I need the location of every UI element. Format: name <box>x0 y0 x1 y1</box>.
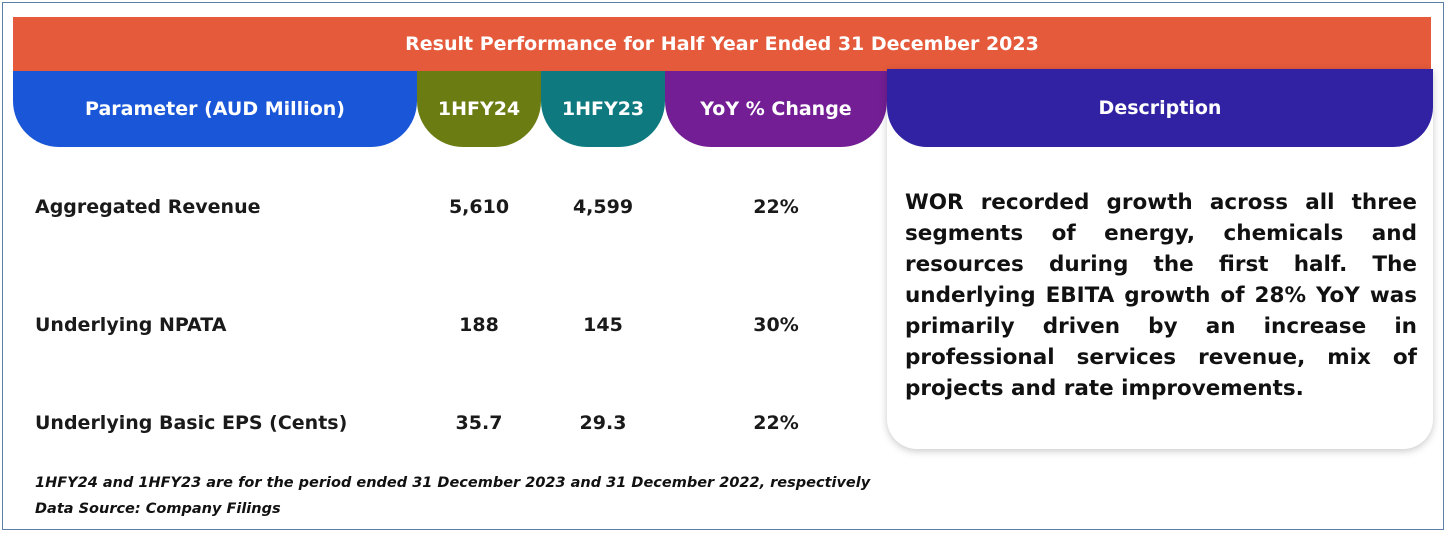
column-header-description: Description <box>887 69 1433 147</box>
row-value-1hfy23: 4,599 <box>572 196 634 218</box>
row-value-1hfy23: 29.3 <box>579 412 627 434</box>
column-header-1hfy23: 1HFY23 <box>541 71 665 147</box>
data-source-note: Data Source: Company Filings <box>35 501 281 517</box>
table-row: Underlying NPATA 188 145 30% <box>13 309 887 341</box>
column-header-parameter: Parameter (AUD Million) <box>13 71 417 147</box>
table-row: Aggregated Revenue 5,610 4,599 22% <box>13 191 887 223</box>
row-value-1hfy24: 188 <box>459 314 499 336</box>
description-text: WOR recorded growth across all three seg… <box>905 190 1417 401</box>
row-value-yoy: 22% <box>753 196 799 218</box>
column-header-1hfy24: 1HFY24 <box>417 71 541 147</box>
row-parameter: Underlying Basic EPS (Cents) <box>35 412 348 434</box>
row-parameter: Underlying NPATA <box>35 314 227 336</box>
row-value-1hfy24: 5,610 <box>448 196 510 218</box>
row-value-1hfy24: 35.7 <box>455 412 503 434</box>
table-row: Underlying Basic EPS (Cents) 35.7 29.3 2… <box>13 407 887 439</box>
column-header-yoy-change: YoY % Change <box>665 71 887 147</box>
page-title: Result Performance for Half Year Ended 3… <box>13 17 1431 71</box>
row-value-yoy: 30% <box>753 314 799 336</box>
row-parameter: Aggregated Revenue <box>35 196 261 218</box>
period-footnote: 1HFY24 and 1HFY23 are for the period end… <box>35 475 871 491</box>
row-value-1hfy23: 145 <box>583 314 623 336</box>
row-value-yoy: 22% <box>753 412 799 434</box>
description-card: Description WOR recorded growth across a… <box>887 69 1433 449</box>
